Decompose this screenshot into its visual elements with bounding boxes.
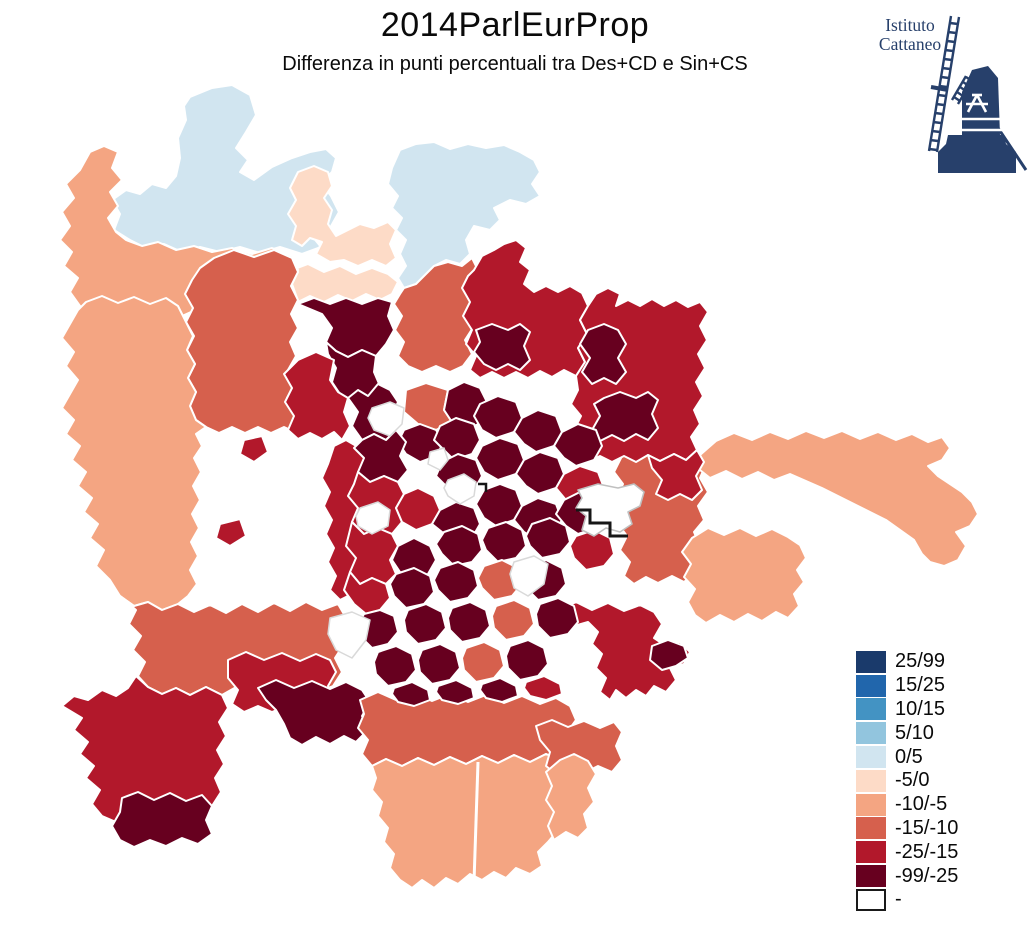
map-region xyxy=(545,753,597,841)
na-region-black-border xyxy=(576,508,628,538)
map-region xyxy=(417,643,461,685)
legend-label: -5/0 xyxy=(895,769,930,792)
map-region xyxy=(693,430,979,567)
map-region xyxy=(391,681,431,707)
legend: 25/99 15/25 10/15 5/10 0/5 -5/0 -10/-5 -15/-10-… xyxy=(856,650,958,912)
map-region xyxy=(505,639,549,681)
map-region xyxy=(367,401,405,437)
legend-swatch xyxy=(856,817,886,840)
legend-row: 0/5 xyxy=(856,745,958,769)
map-region xyxy=(435,525,483,567)
legend-swatch xyxy=(856,841,886,864)
logo: Istituto Cattaneo xyxy=(858,16,962,54)
map-region xyxy=(287,165,397,267)
legend-swatch xyxy=(856,793,886,816)
map-region xyxy=(389,567,435,609)
map-region xyxy=(559,601,691,701)
logo-line2: Cattaneo xyxy=(878,34,942,54)
map-region xyxy=(509,555,549,597)
map-region xyxy=(61,295,207,611)
map-region xyxy=(553,423,603,467)
legend-swatch xyxy=(856,722,886,745)
map-region xyxy=(257,679,371,746)
map-region xyxy=(371,753,567,889)
map-region xyxy=(535,597,579,639)
legend-swatch xyxy=(856,650,886,673)
map-region xyxy=(681,527,807,624)
map-region xyxy=(535,719,623,775)
map-region xyxy=(473,323,531,371)
legend-swatch xyxy=(856,888,886,911)
map-region xyxy=(111,791,213,848)
legend-label: -99/-25 xyxy=(895,864,959,887)
legend-row: -5/0 xyxy=(856,769,958,793)
legend-swatch xyxy=(856,674,886,697)
map-region xyxy=(403,603,447,645)
legend-swatch xyxy=(856,865,886,888)
map-region xyxy=(491,599,535,641)
map-region xyxy=(355,501,391,535)
legend-row: -99/-25 xyxy=(856,864,958,888)
map-region xyxy=(297,297,395,358)
map-region xyxy=(327,611,371,659)
windmill-icon xyxy=(927,15,1028,173)
legend-label: 10/15 xyxy=(895,697,946,720)
legend-label: 5/10 xyxy=(895,721,934,744)
map-region xyxy=(447,601,491,643)
map-region xyxy=(427,447,449,471)
map-region xyxy=(481,521,527,563)
map-region xyxy=(353,429,409,483)
legend-row: - xyxy=(856,888,958,912)
legend-row: 10/15 xyxy=(856,698,958,722)
legend-label: - xyxy=(895,888,902,911)
legend-row: 15/25 xyxy=(856,674,958,698)
map-region xyxy=(373,645,417,687)
map-region xyxy=(443,473,477,505)
map-region xyxy=(649,639,689,671)
legend-swatch xyxy=(856,746,886,769)
map-region xyxy=(343,571,391,615)
map-region xyxy=(479,677,519,703)
legend-row: -15/-10 xyxy=(856,817,958,841)
map-region xyxy=(433,417,481,461)
legend-label: 15/25 xyxy=(895,674,946,697)
page-title: 2014ParlEurProp xyxy=(380,6,650,44)
legend-swatch xyxy=(856,698,886,721)
legend-swatch xyxy=(856,769,886,792)
page-subtitle: Differenza in punti percentuali tra Des+… xyxy=(282,53,748,75)
map-region xyxy=(569,529,615,571)
legend-label: 0/5 xyxy=(895,745,923,768)
map-region xyxy=(111,84,340,255)
legend-row: -10/-5 xyxy=(856,793,958,817)
map-region xyxy=(239,435,269,463)
logo-line1: Istituto xyxy=(885,15,935,35)
map-region xyxy=(215,518,247,547)
map-border xyxy=(472,761,480,883)
na-region-black-mark xyxy=(478,482,488,492)
map-region xyxy=(461,641,505,683)
map-region xyxy=(647,449,705,501)
map-region xyxy=(523,675,563,701)
map-region xyxy=(525,517,571,559)
map-region xyxy=(591,391,659,442)
map-region xyxy=(387,141,541,289)
map-region xyxy=(287,263,399,304)
legend-label: -15/-10 xyxy=(895,816,959,839)
map-region xyxy=(283,351,351,441)
legend-label: 25/99 xyxy=(895,650,946,673)
map-region xyxy=(435,679,475,705)
legend-row: 25/99 xyxy=(856,650,958,674)
legend-row: 5/10 xyxy=(856,721,958,745)
legend-row: -25/-15 xyxy=(856,840,958,864)
legend-label: -25/-15 xyxy=(895,840,959,863)
map-region xyxy=(433,561,479,603)
map-region xyxy=(579,323,627,385)
legend-label: -10/-5 xyxy=(895,793,948,816)
